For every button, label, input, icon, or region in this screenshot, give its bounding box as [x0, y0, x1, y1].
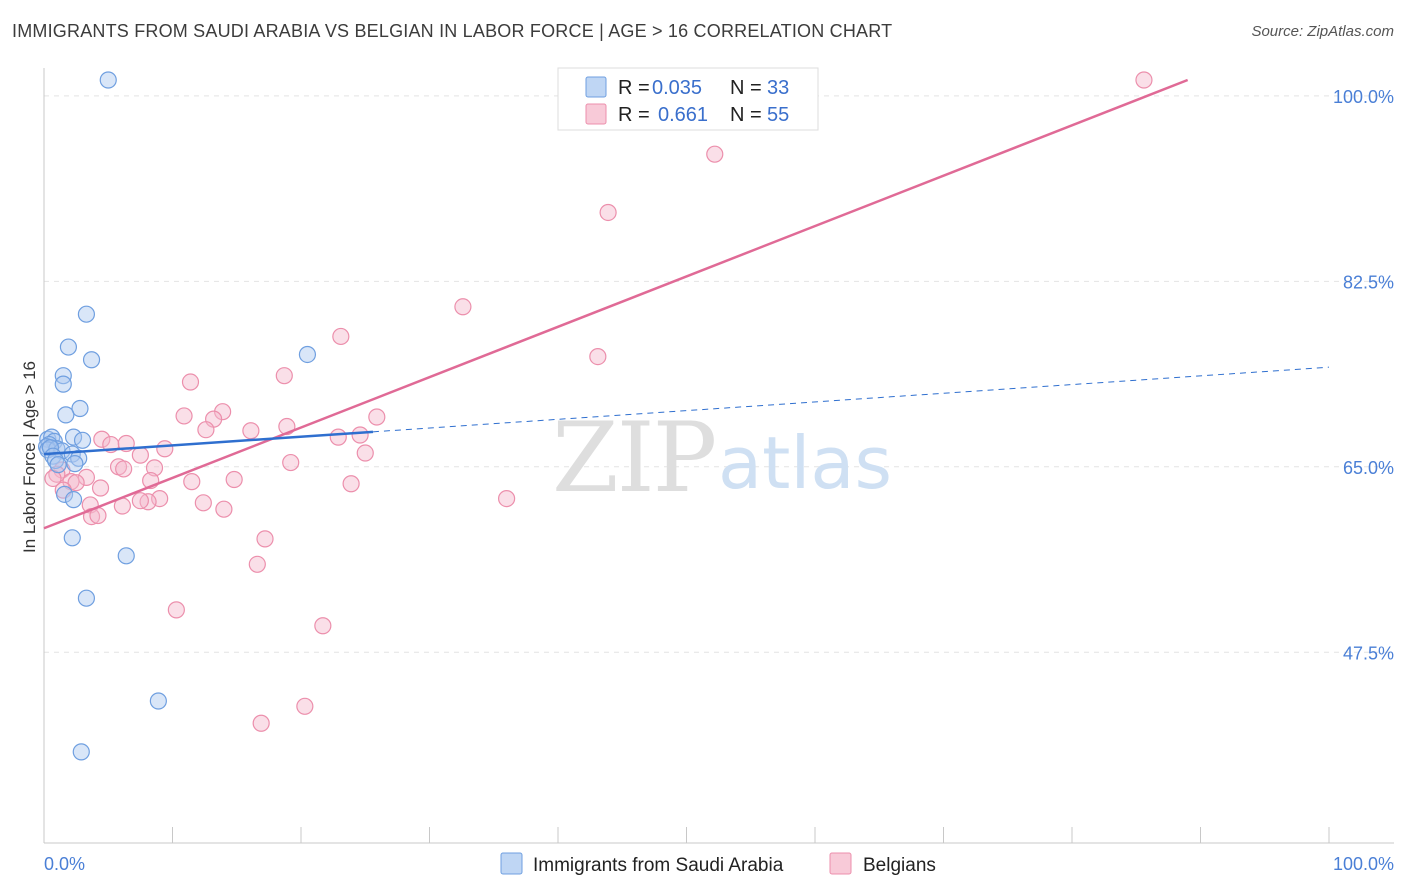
belgian-point	[248, 555, 266, 573]
belgian-point	[706, 145, 724, 163]
belgian-point	[1135, 71, 1153, 89]
belgian-point	[91, 479, 110, 497]
chart-title: IMMIGRANTS FROM SAUDI ARABIA VS BELGIAN …	[12, 21, 893, 41]
belgian-point	[225, 470, 243, 489]
legend-n-label-saudi: N =	[730, 77, 762, 99]
saudi-point	[82, 351, 101, 369]
grid-layer: 47.5% 65.0% 82.5% 100.0%	[44, 87, 1394, 663]
saudi-point	[77, 589, 96, 607]
watermark-atlas: atlas	[718, 421, 892, 505]
belgian-point	[282, 453, 300, 472]
belgian-point	[329, 428, 347, 446]
series-legend-label-belgians: Belgians	[863, 855, 936, 876]
saudi-point	[49, 456, 67, 474]
saudi-point	[149, 692, 167, 710]
saudi-point	[55, 485, 74, 503]
belgian-point	[115, 460, 133, 478]
belgian-point	[454, 298, 472, 316]
belgian-point	[183, 473, 201, 491]
belgian-point	[131, 492, 149, 510]
belgian-point	[599, 203, 617, 222]
belgian-point	[275, 367, 293, 385]
series-legend-label-saudi: Immigrants from Saudi Arabia	[533, 855, 784, 876]
saudi-point	[64, 428, 83, 446]
belgian-point	[156, 440, 174, 458]
saudi-point	[73, 431, 92, 449]
saudi-point	[57, 406, 75, 424]
legend-r-label-saudi: R =	[618, 77, 650, 99]
belgian-point	[194, 494, 212, 512]
series-legend: Immigrants from Saudi Arabia Belgians	[500, 852, 936, 876]
axes-layer	[43, 68, 1394, 844]
belgian-point	[197, 421, 215, 439]
belgian-point	[368, 408, 386, 426]
legend-n-label-belgians: N =	[730, 104, 762, 126]
saudi-trend-line-extrapolated	[372, 366, 1330, 433]
belgian-point	[342, 475, 360, 493]
legend-r-value-saudi: 0.035	[652, 77, 702, 99]
saudi-point	[59, 338, 78, 356]
x-tick-label-max: 100.0%	[1333, 854, 1394, 874]
legend-r-value-belgians: 0.661	[658, 104, 708, 126]
chart-source: Source: ZipAtlas.com	[1251, 23, 1394, 40]
y-tick-label: 47.5%	[1343, 643, 1394, 663]
belgian-point	[314, 617, 332, 635]
y-tick-label: 100.0%	[1333, 87, 1394, 107]
y-tick-label: 65.0%	[1343, 458, 1394, 478]
belgian-point	[131, 446, 149, 464]
y-tick-label: 82.5%	[1343, 272, 1394, 292]
belgian-point	[175, 407, 193, 425]
belgian-point	[252, 714, 270, 732]
series-legend-swatch-belgians	[829, 852, 852, 875]
saudi-point	[298, 345, 317, 364]
belgian-point	[589, 347, 607, 366]
belgian-point	[351, 426, 369, 444]
points-layer	[37, 71, 1153, 761]
saudi-point	[71, 399, 89, 418]
belgian-point	[145, 459, 164, 477]
saudi-point	[64, 491, 83, 509]
belgian-point	[356, 444, 374, 462]
watermark: ZIP atlas	[552, 402, 892, 514]
saudi-point	[99, 71, 117, 89]
trend-lines-layer	[43, 78, 1330, 530]
belgian-point	[167, 601, 185, 619]
belgian-point	[215, 500, 233, 518]
series-legend-swatch-saudi	[500, 852, 523, 875]
legend-swatch-saudi	[585, 76, 607, 98]
legend-n-value-saudi: 33	[767, 77, 789, 99]
legend-swatch-belgians	[585, 103, 607, 125]
legend-r-label-belgians: R =	[618, 104, 650, 126]
saudi-point	[66, 455, 84, 473]
watermark-zip: ZIP	[552, 402, 715, 514]
saudi-trend-line	[43, 430, 374, 456]
belgian-point	[93, 430, 111, 448]
saudi-point	[117, 547, 135, 565]
legend-n-value-belgians: 55	[767, 104, 789, 126]
belgian-point	[67, 474, 85, 492]
saudi-point	[63, 529, 81, 547]
belgian-point	[498, 489, 516, 508]
belgian-point	[256, 530, 274, 548]
saudi-point	[54, 375, 72, 393]
stats-legend: R = 0.035 N = 33 R = 0.661 N = 55	[557, 67, 819, 131]
x-tick-label-min: 0.0%	[44, 854, 85, 874]
belgian-point	[181, 373, 200, 391]
y-axis-label: In Labor Force | Age > 16	[20, 361, 39, 553]
saudi-point	[72, 743, 90, 761]
belgian-point	[332, 327, 350, 346]
belgians-trend-line	[43, 78, 1189, 530]
saudi-point	[77, 305, 96, 323]
belgian-point	[242, 422, 260, 440]
belgian-point	[296, 697, 314, 715]
